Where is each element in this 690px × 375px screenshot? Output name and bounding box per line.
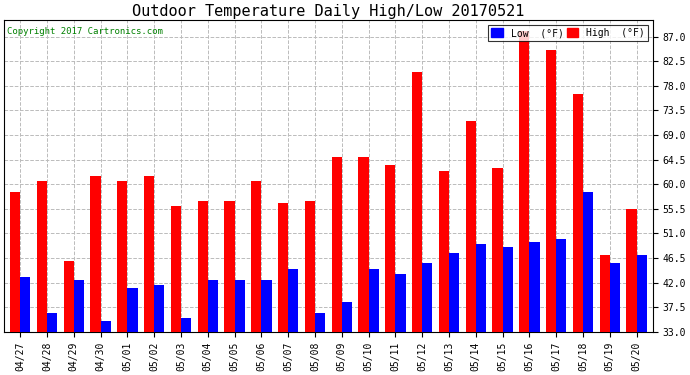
Bar — [368, 269, 379, 332]
Bar — [235, 280, 245, 332]
Legend: Low  (°F), High  (°F): Low (°F), High (°F) — [489, 25, 648, 41]
Bar — [171, 206, 181, 332]
Bar — [422, 264, 433, 332]
Bar — [466, 122, 476, 332]
Bar — [476, 244, 486, 332]
Bar — [181, 318, 191, 332]
Bar — [529, 242, 540, 332]
Bar — [20, 277, 30, 332]
Bar — [412, 72, 422, 332]
Text: Copyright 2017 Cartronics.com: Copyright 2017 Cartronics.com — [8, 27, 164, 36]
Bar — [63, 261, 74, 332]
Bar — [224, 201, 235, 332]
Bar — [395, 274, 406, 332]
Bar — [305, 201, 315, 332]
Bar — [610, 264, 620, 332]
Title: Outdoor Temperature Daily High/Low 20170521: Outdoor Temperature Daily High/Low 20170… — [132, 4, 524, 19]
Bar — [288, 269, 298, 332]
Bar — [37, 182, 47, 332]
Bar — [502, 247, 513, 332]
Bar — [208, 280, 218, 332]
Bar — [128, 288, 137, 332]
Bar — [251, 182, 262, 332]
Bar — [101, 321, 111, 332]
Bar — [493, 168, 502, 332]
Bar — [117, 182, 128, 332]
Bar — [155, 285, 164, 332]
Bar — [439, 171, 449, 332]
Bar — [546, 50, 556, 332]
Bar — [144, 176, 155, 332]
Bar — [315, 313, 325, 332]
Bar — [519, 31, 529, 332]
Bar — [583, 192, 593, 332]
Bar — [627, 209, 637, 332]
Bar — [358, 157, 368, 332]
Bar — [10, 192, 20, 332]
Bar — [637, 255, 647, 332]
Bar — [74, 280, 84, 332]
Bar — [47, 313, 57, 332]
Bar — [556, 239, 566, 332]
Bar — [90, 176, 101, 332]
Bar — [573, 94, 583, 332]
Bar — [262, 280, 272, 332]
Bar — [600, 255, 610, 332]
Bar — [449, 252, 459, 332]
Bar — [332, 157, 342, 332]
Bar — [197, 201, 208, 332]
Bar — [278, 203, 288, 332]
Bar — [342, 302, 352, 332]
Bar — [385, 165, 395, 332]
